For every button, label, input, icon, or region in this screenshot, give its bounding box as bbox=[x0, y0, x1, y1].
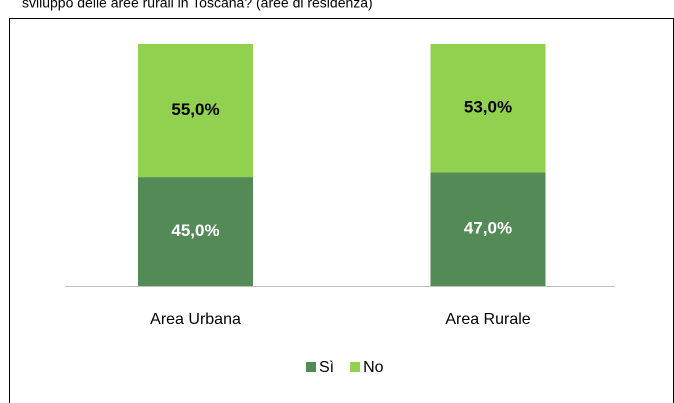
chart-title: sviluppo delle aree rurali in Toscana? (… bbox=[22, 0, 373, 11]
bar-segment bbox=[138, 177, 253, 286]
chart-border bbox=[9, 18, 674, 403]
legend-label: No bbox=[363, 359, 384, 376]
legend-label: Sì bbox=[319, 359, 334, 376]
x-tick-label: Area Rurale bbox=[445, 311, 530, 328]
bar-segment bbox=[430, 44, 546, 173]
bar-segment bbox=[138, 44, 253, 178]
legend-swatch bbox=[350, 362, 361, 372]
x-tick-label: Area Urbana bbox=[150, 311, 241, 328]
data-label: 53,0% bbox=[464, 98, 512, 117]
legend-swatch bbox=[306, 362, 316, 372]
data-label: 47,0% bbox=[464, 219, 512, 238]
data-label: 55,0% bbox=[171, 100, 219, 119]
data-label: 45,0% bbox=[171, 221, 219, 240]
bar-segment bbox=[430, 172, 546, 286]
